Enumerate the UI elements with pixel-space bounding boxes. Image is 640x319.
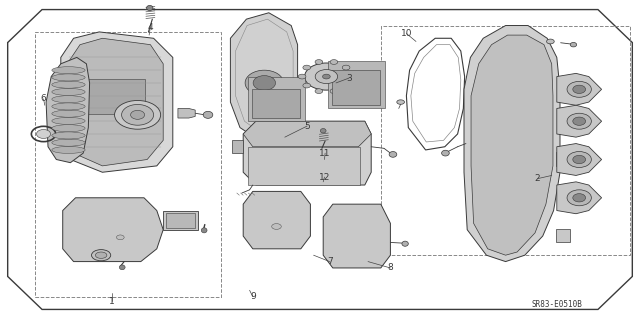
Bar (35, 32, 221, 297)
Ellipse shape (201, 228, 207, 233)
Text: 10: 10 (401, 29, 412, 38)
Ellipse shape (315, 60, 323, 64)
Ellipse shape (547, 39, 554, 44)
Bar (248, 77, 305, 121)
Ellipse shape (52, 81, 85, 88)
Polygon shape (557, 144, 602, 175)
Ellipse shape (52, 110, 85, 117)
Ellipse shape (342, 65, 350, 70)
Ellipse shape (52, 88, 85, 95)
Polygon shape (67, 38, 163, 166)
Polygon shape (178, 108, 195, 118)
Ellipse shape (342, 83, 350, 88)
Polygon shape (243, 121, 371, 147)
Bar (328, 61, 385, 108)
Ellipse shape (303, 65, 310, 70)
Polygon shape (323, 204, 390, 268)
Ellipse shape (131, 110, 145, 119)
Ellipse shape (204, 111, 212, 118)
Ellipse shape (573, 194, 586, 202)
Polygon shape (557, 182, 602, 214)
Ellipse shape (116, 235, 124, 240)
Ellipse shape (52, 139, 85, 146)
Polygon shape (46, 57, 90, 163)
Polygon shape (63, 198, 163, 262)
Text: 11: 11 (319, 149, 331, 158)
Text: SR83-E0510B: SR83-E0510B (531, 300, 582, 309)
Ellipse shape (52, 74, 85, 81)
Ellipse shape (330, 60, 338, 64)
Polygon shape (8, 10, 632, 309)
Ellipse shape (272, 224, 282, 229)
Ellipse shape (245, 70, 284, 96)
Ellipse shape (389, 152, 397, 157)
Text: 4: 4 (148, 23, 153, 32)
Ellipse shape (573, 155, 586, 164)
Ellipse shape (298, 74, 306, 79)
Bar (166, 213, 195, 228)
Text: 3: 3 (346, 74, 351, 83)
Ellipse shape (120, 265, 125, 270)
Text: 6: 6 (41, 94, 46, 103)
Ellipse shape (52, 125, 85, 132)
Polygon shape (243, 191, 310, 249)
Ellipse shape (323, 74, 330, 79)
Ellipse shape (347, 74, 355, 79)
Ellipse shape (567, 113, 591, 129)
Ellipse shape (52, 146, 85, 153)
Polygon shape (471, 35, 553, 255)
Ellipse shape (122, 105, 154, 125)
Bar (556, 152, 570, 166)
Ellipse shape (305, 63, 348, 90)
Ellipse shape (442, 150, 449, 156)
Ellipse shape (147, 5, 153, 11)
Ellipse shape (573, 85, 586, 93)
Ellipse shape (52, 96, 85, 103)
Bar (248, 147, 360, 185)
Bar (332, 70, 380, 105)
Ellipse shape (52, 67, 85, 74)
Ellipse shape (397, 100, 404, 104)
Ellipse shape (52, 103, 85, 110)
Text: 7: 7 (327, 257, 332, 266)
Ellipse shape (52, 132, 85, 139)
Ellipse shape (315, 70, 338, 84)
Ellipse shape (402, 241, 408, 246)
Ellipse shape (52, 117, 85, 124)
Ellipse shape (315, 89, 323, 93)
Polygon shape (230, 13, 298, 140)
Text: 1: 1 (109, 297, 115, 306)
Ellipse shape (321, 129, 326, 133)
Bar (252, 89, 300, 118)
Ellipse shape (330, 89, 338, 93)
Text: 2: 2 (535, 174, 540, 183)
Polygon shape (557, 105, 602, 137)
Polygon shape (243, 121, 371, 185)
Ellipse shape (567, 152, 591, 167)
Text: 5: 5 (305, 122, 310, 130)
Bar (556, 229, 570, 242)
Polygon shape (61, 32, 173, 172)
Bar (73, 79, 145, 114)
Bar (68, 70, 152, 117)
Ellipse shape (573, 117, 586, 125)
Ellipse shape (567, 81, 591, 97)
Polygon shape (464, 26, 560, 262)
Ellipse shape (36, 130, 51, 138)
Ellipse shape (303, 83, 310, 88)
Text: 12: 12 (319, 173, 330, 182)
Bar (381, 26, 630, 255)
Ellipse shape (567, 190, 591, 206)
Polygon shape (557, 73, 602, 105)
Ellipse shape (253, 76, 275, 90)
Ellipse shape (92, 249, 111, 261)
Ellipse shape (570, 42, 577, 47)
Text: 9: 9 (250, 292, 255, 301)
Polygon shape (232, 140, 243, 153)
Ellipse shape (95, 252, 107, 258)
Bar (163, 211, 198, 230)
Ellipse shape (115, 100, 161, 129)
Text: 8: 8 (388, 263, 393, 272)
